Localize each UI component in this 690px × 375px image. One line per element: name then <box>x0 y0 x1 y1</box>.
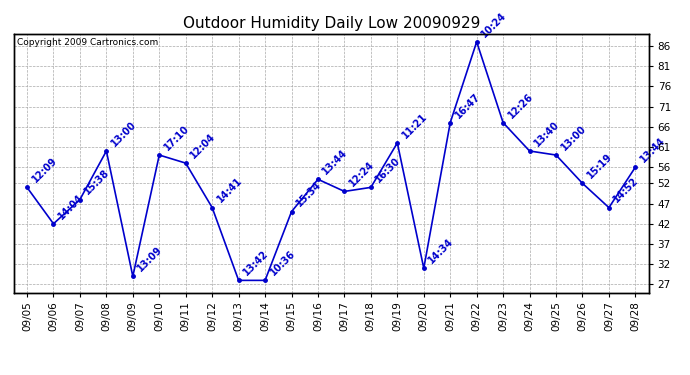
Text: 15:38: 15:38 <box>83 168 112 197</box>
Text: 16:30: 16:30 <box>374 156 403 184</box>
Text: 13:42: 13:42 <box>241 249 270 278</box>
Text: 11:21: 11:21 <box>400 111 429 140</box>
Text: 10:24: 10:24 <box>480 10 509 39</box>
Text: 12:09: 12:09 <box>30 156 59 184</box>
Text: 13:00: 13:00 <box>559 123 588 152</box>
Text: 12:24: 12:24 <box>347 160 376 189</box>
Text: 13:44: 13:44 <box>321 147 350 177</box>
Text: 13:00: 13:00 <box>109 119 138 148</box>
Text: 17:10: 17:10 <box>162 123 191 152</box>
Title: Outdoor Humidity Daily Low 20090929: Outdoor Humidity Daily Low 20090929 <box>183 16 480 31</box>
Text: 13:40: 13:40 <box>533 119 562 148</box>
Text: 14:04: 14:04 <box>57 192 86 221</box>
Text: 12:26: 12:26 <box>506 91 535 120</box>
Text: 14:41: 14:41 <box>215 176 244 205</box>
Text: 14:34: 14:34 <box>426 237 455 266</box>
Text: 15:34: 15:34 <box>295 180 324 209</box>
Text: 12:04: 12:04 <box>188 131 217 160</box>
Text: 13:44: 13:44 <box>638 135 667 164</box>
Text: 15:19: 15:19 <box>585 152 614 180</box>
Text: 10:36: 10:36 <box>268 249 297 278</box>
Text: Copyright 2009 Cartronics.com: Copyright 2009 Cartronics.com <box>17 38 158 46</box>
Text: 16:47: 16:47 <box>453 91 482 120</box>
Text: 14:52: 14:52 <box>612 176 641 205</box>
Text: 13:09: 13:09 <box>136 244 165 273</box>
